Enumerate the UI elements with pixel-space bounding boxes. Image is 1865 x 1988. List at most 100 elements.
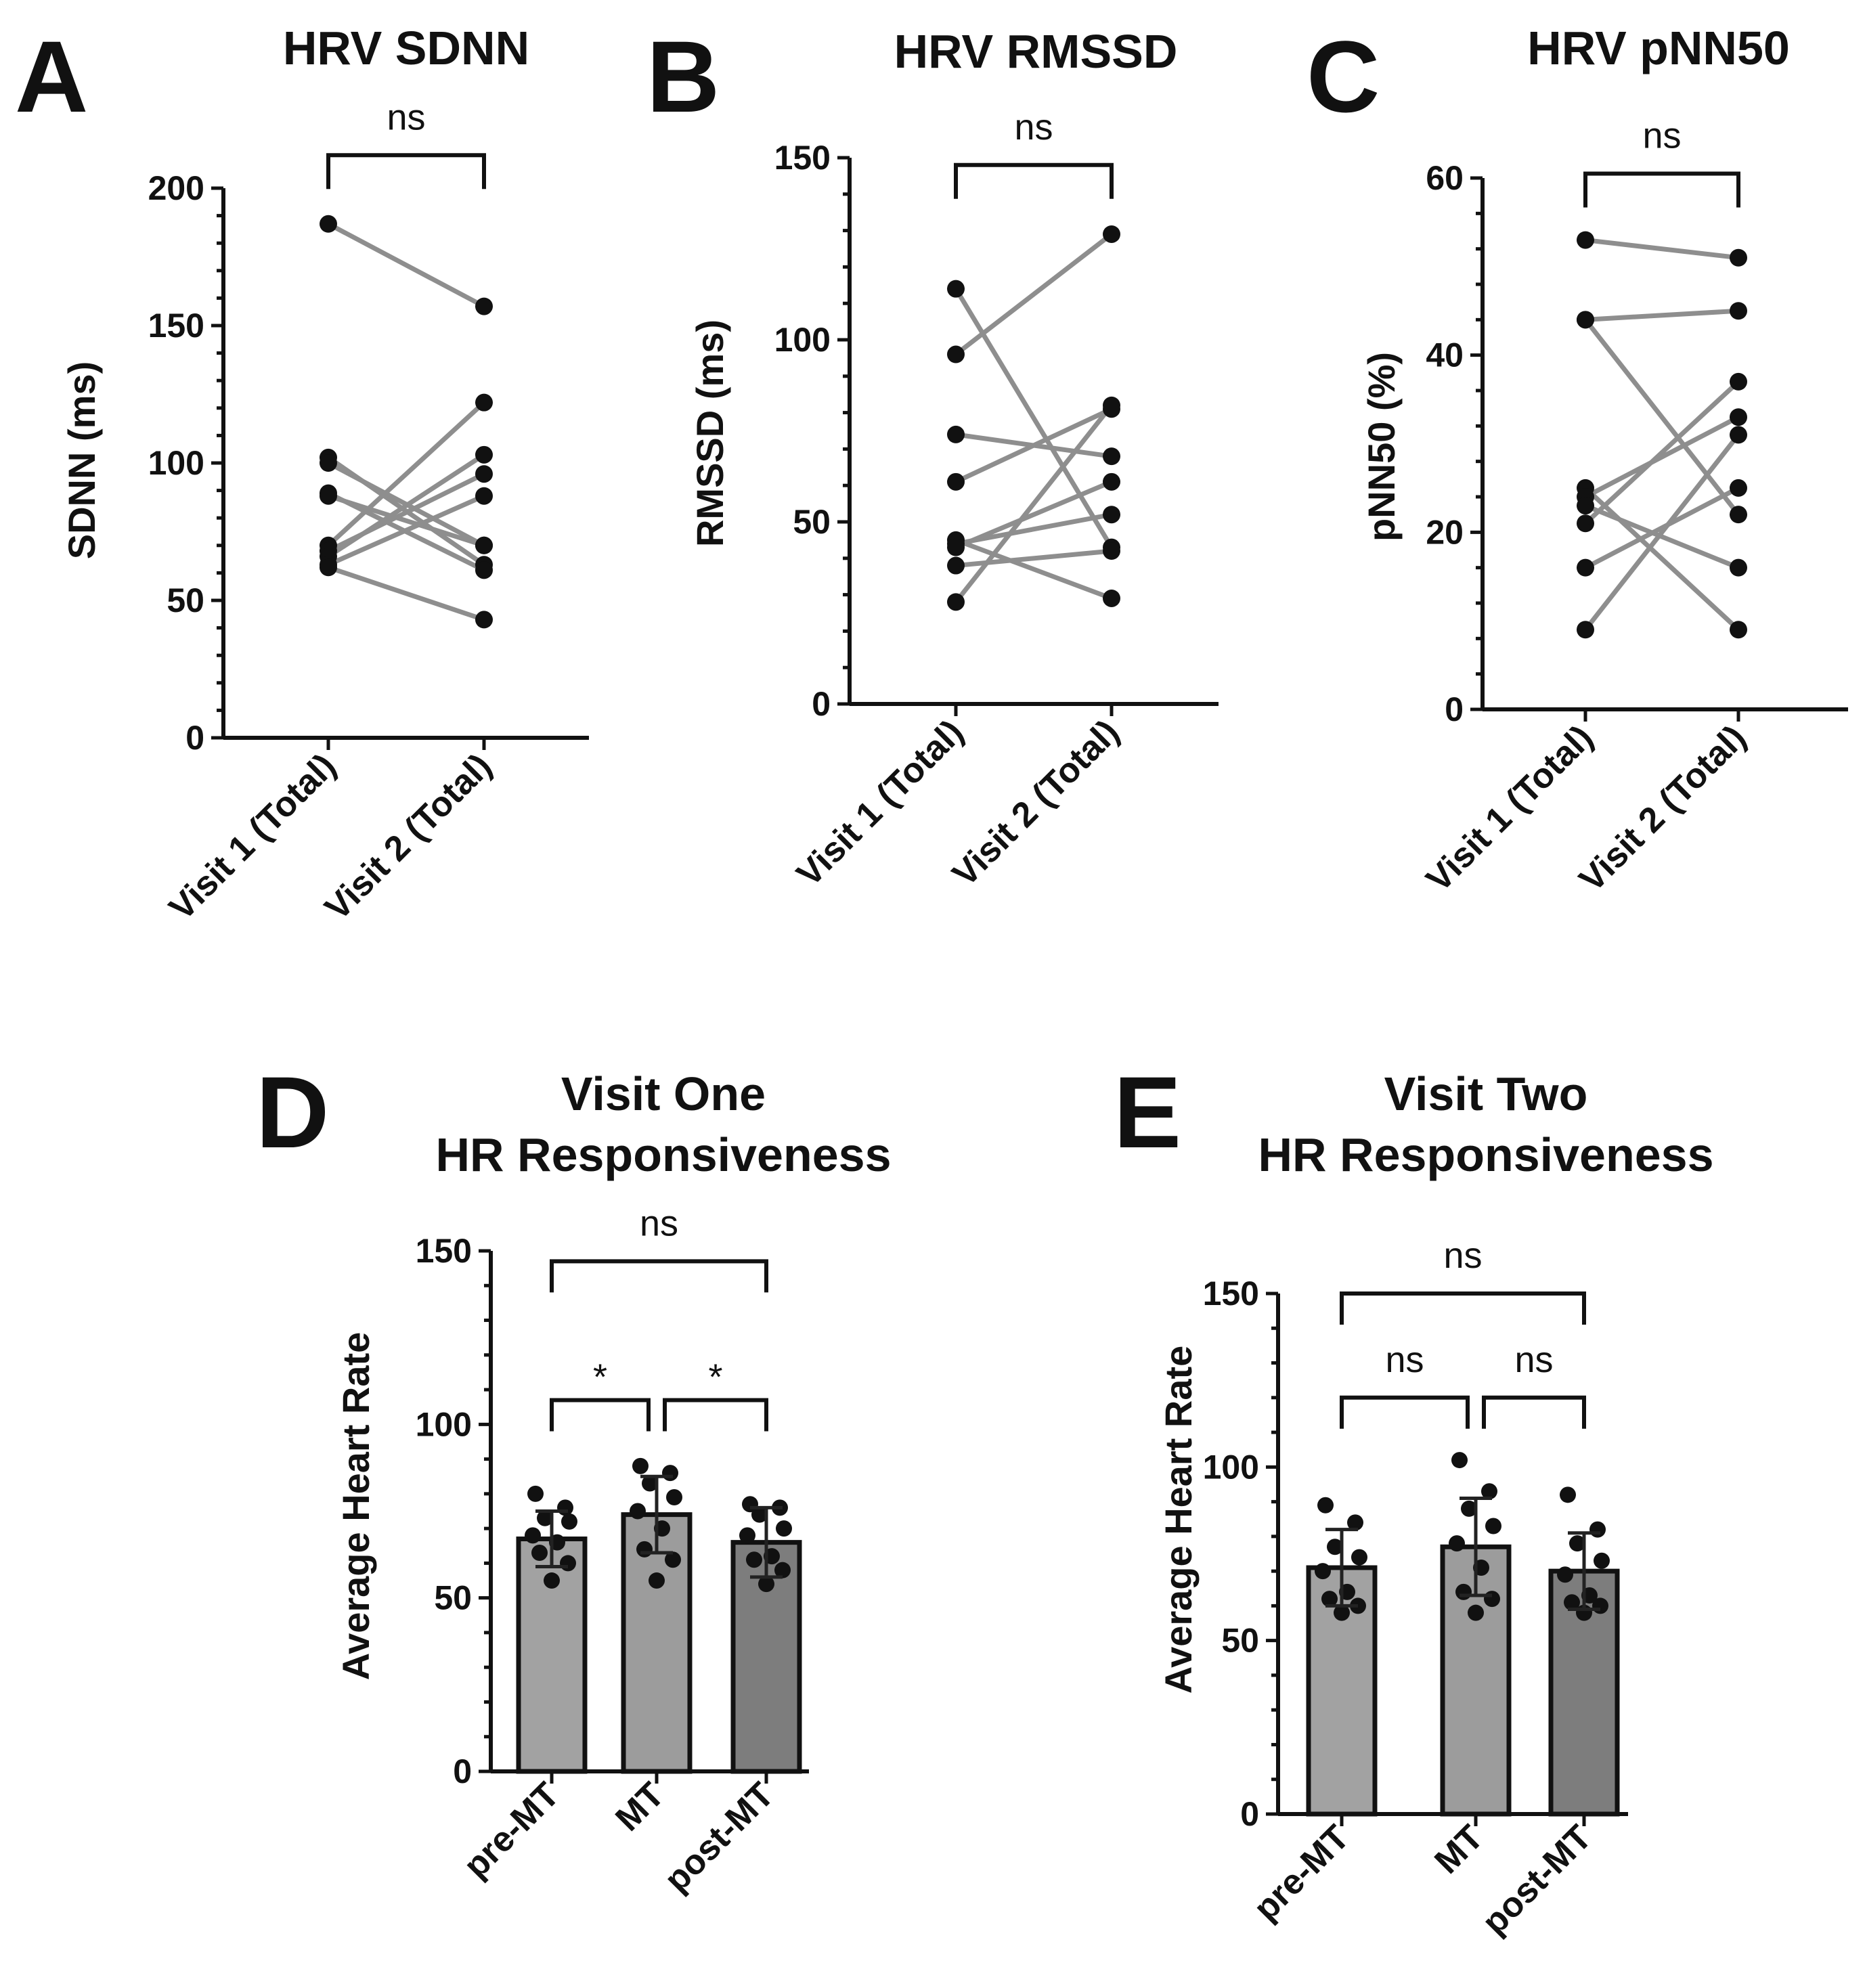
data-point-c-visit1-9 (1577, 621, 1594, 639)
data-point-a-visit1-10 (320, 558, 337, 577)
data-point-b-visit1-1 (947, 280, 965, 298)
data-point-b-visit1-2 (947, 345, 965, 363)
data-point-a-visit1-1 (320, 215, 337, 233)
significance-bracket-e-2 (1482, 1395, 1586, 1429)
significance-label-d-2: * (708, 1356, 722, 1397)
y-tick-label-a: 200 (148, 169, 204, 207)
chart-title-c: HRV pNN50 (1527, 22, 1790, 74)
y-tick-label-b: 50 (793, 503, 831, 541)
data-point-c-visit2-9 (1730, 426, 1747, 444)
y-tick-label-d: 0 (453, 1752, 472, 1790)
data-point-e-2-4 (1485, 1518, 1501, 1534)
paired-line-b-7 (955, 479, 1113, 550)
data-point-d-2-2 (662, 1465, 678, 1482)
data-point-b-visit1-4 (947, 472, 965, 491)
data-point-b-visit1-9 (947, 593, 965, 611)
data-point-c-visit1-3 (1577, 311, 1594, 329)
data-point-a-visit2-4 (475, 561, 493, 579)
data-point-b-visit2-6 (1103, 506, 1120, 524)
data-point-e-3-7 (1564, 1594, 1580, 1611)
data-point-b-visit2-5 (1103, 589, 1120, 607)
data-point-c-visit2-8 (1730, 479, 1747, 497)
chart-title-d-line2: HR Responsiveness (435, 1128, 891, 1181)
paired-line-c-4 (1583, 486, 1740, 632)
y-tick-label-c: 0 (1445, 690, 1464, 728)
data-point-a-visit2-10 (475, 611, 493, 629)
data-point-b-visit2-2 (1103, 225, 1120, 243)
data-point-c-visit2-6 (1730, 558, 1747, 577)
data-point-c-visit2-5 (1730, 408, 1747, 426)
panel-letter-a: A (15, 20, 88, 133)
paired-line-a-5 (327, 493, 485, 548)
data-point-d-1-5 (525, 1527, 541, 1544)
data-point-d-2-1 (632, 1457, 649, 1474)
data-point-d-1-9 (544, 1572, 560, 1589)
significance-bracket-e-3 (1340, 1291, 1586, 1325)
data-point-c-visit2-4 (1730, 621, 1747, 639)
paired-line-c-7 (1583, 380, 1740, 525)
y-tick-label-e: 100 (1203, 1448, 1259, 1486)
data-point-a-visit2-5 (475, 536, 493, 554)
y-tick-label-a: 150 (148, 307, 204, 345)
significance-bracket-b-1 (954, 162, 1114, 199)
panel-letter-c: C (1307, 20, 1380, 133)
panel-letter-e: E (1114, 1055, 1181, 1169)
y-tick-label-a: 100 (148, 444, 204, 482)
data-point-b-visit2-7 (1103, 472, 1120, 491)
y-tick-label-b: 0 (812, 685, 831, 723)
panel-letter-b: B (646, 20, 720, 133)
data-point-d-3-4 (776, 1520, 792, 1537)
y-axis-label-b: RMSSD (ms) (688, 319, 731, 547)
y-tick-label-d: 50 (434, 1579, 472, 1617)
data-point-c-visit2-7 (1730, 372, 1747, 391)
data-point-d-3-8 (774, 1562, 791, 1578)
panel-letter-d: D (256, 1055, 329, 1169)
significance-label-d-1: * (593, 1356, 607, 1397)
data-point-e-1-4 (1351, 1549, 1367, 1566)
paired-line-b-2 (954, 232, 1114, 357)
data-point-b-visit2-3 (1103, 447, 1120, 466)
paired-line-a-8 (327, 452, 485, 558)
paired-line-c-6 (1584, 503, 1740, 570)
data-point-e-3-4 (1594, 1552, 1610, 1569)
paired-line-c-2 (1585, 308, 1739, 322)
data-point-e-3-1 (1560, 1486, 1576, 1503)
chart-title-d-line1: Visit One (561, 1067, 766, 1120)
paired-line-b-5 (955, 537, 1113, 601)
significance-bracket-a-1 (326, 153, 486, 190)
bar-d-3 (730, 1540, 802, 1774)
data-point-b-visit2-8 (1103, 542, 1120, 560)
data-point-e-1-2 (1347, 1514, 1363, 1531)
data-point-a-visit2-6 (475, 393, 493, 412)
significance-bracket-d-3 (550, 1259, 768, 1293)
data-point-d-3-7 (746, 1551, 762, 1568)
paired-line-a-6 (326, 401, 486, 548)
paired-line-c-1 (1585, 238, 1739, 261)
y-tick-label-d: 100 (416, 1405, 472, 1443)
data-point-e-2-9 (1468, 1604, 1484, 1621)
data-point-d-2-7 (636, 1541, 653, 1558)
data-point-e-1-5 (1315, 1563, 1331, 1580)
paired-line-c-5 (1584, 415, 1740, 500)
chart-title-a: HRV SDNN (283, 22, 529, 74)
data-point-c-visit2-1 (1730, 248, 1747, 267)
data-point-d-1-8 (560, 1555, 576, 1572)
paired-line-c-8 (1584, 485, 1740, 570)
y-tick-label-e: 0 (1240, 1795, 1259, 1833)
data-point-c-visit1-8 (1577, 558, 1594, 577)
data-point-e-2-2 (1481, 1483, 1497, 1500)
data-point-e-3-3 (1569, 1535, 1585, 1552)
chart-title-e-line1: Visit Two (1384, 1067, 1588, 1120)
data-point-d-1-3 (537, 1509, 553, 1526)
data-point-e-3-2 (1589, 1521, 1606, 1538)
chart-title-b: HRV RMSSD (894, 25, 1178, 78)
significance-label-d-3: ns (640, 1203, 678, 1243)
y-tick-label-c: 20 (1426, 513, 1464, 551)
paired-line-c-9 (1583, 433, 1740, 632)
data-point-e-1-3 (1327, 1539, 1343, 1555)
paired-line-b-4 (955, 407, 1113, 484)
significance-label-e-1: ns (1385, 1340, 1424, 1380)
data-point-c-visit1-6 (1577, 497, 1594, 515)
data-point-c-visit2-2 (1730, 302, 1747, 320)
data-point-e-3-8 (1592, 1597, 1608, 1614)
